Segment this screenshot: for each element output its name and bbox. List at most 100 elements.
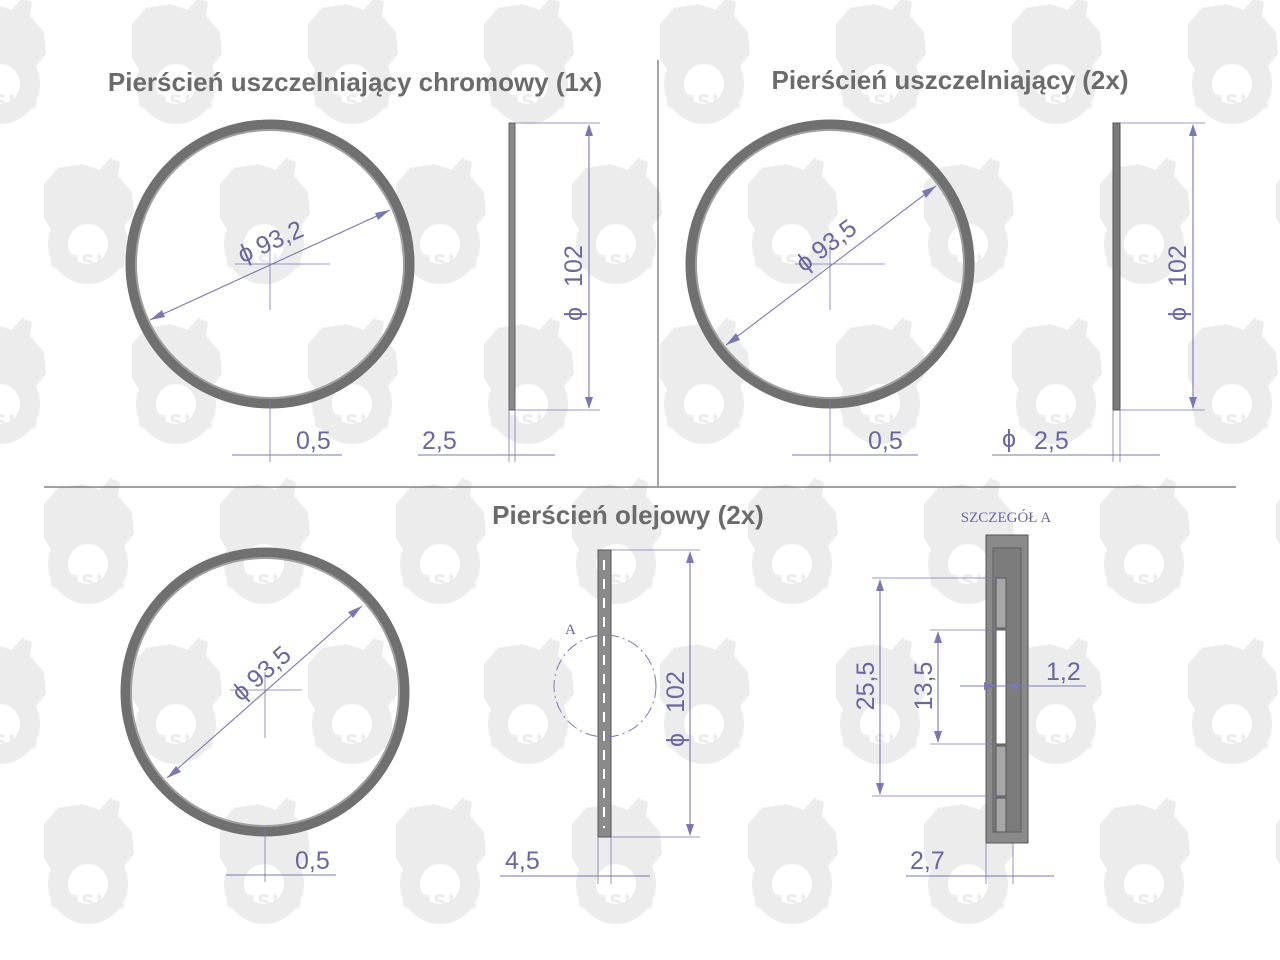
- ursus-watermark-logo: URSUS: [220, 158, 310, 284]
- dimension-arrowhead: [1189, 124, 1197, 136]
- oil-ring-face-view: ϕ 93,5 0,5: [120, 547, 410, 882]
- detail-slot: [995, 797, 1007, 833]
- ursus-watermark-logo: URSUS: [660, 638, 750, 764]
- ursus-watermark-logo: URSUS: [1188, 318, 1278, 444]
- ursus-watermark-text: URSUS: [137, 411, 215, 433]
- ursus-watermark-text: URSUS: [1193, 91, 1271, 113]
- ursus-watermark-text: URSUS: [401, 891, 479, 913]
- ursus-watermark-logo: URSUS: [220, 478, 310, 604]
- ursus-watermark-text: URSUS: [49, 571, 127, 593]
- ursus-watermark-text: URSUS: [841, 411, 919, 433]
- dimension-arrowhead: [375, 210, 390, 220]
- detail-a-callout-circle: [553, 634, 657, 738]
- ursus-watermark-logo: URSUS: [748, 158, 838, 284]
- ursus-watermark-text: URSUS: [1105, 891, 1183, 913]
- dimension-arrowhead: [167, 766, 181, 778]
- dimension-arrowhead: [348, 606, 362, 618]
- ursus-watermark-text: URSUS: [137, 91, 215, 113]
- detail-pitch-label: 25,5: [852, 662, 880, 711]
- ursus-watermark-text: URSUS: [0, 411, 39, 433]
- ursus-watermark-logo: URSUS: [1100, 158, 1190, 284]
- ursus-watermark-text: URSUS: [929, 891, 1007, 913]
- ursus-watermark-logo: URSUS: [132, 638, 222, 764]
- oil-ring-side-view: A 102 ϕ 4,5: [500, 549, 700, 884]
- ursus-watermark-logo: URSUS: [308, 638, 398, 764]
- dimension-arrowhead: [876, 783, 884, 795]
- diameter-symbol: ϕ: [1002, 425, 1016, 453]
- ursus-watermark-text: URSUS: [401, 251, 479, 273]
- detail-width-label: 2,7: [910, 847, 945, 875]
- seal-ring-side-view: 102 ϕ ϕ 2,5: [992, 122, 1205, 462]
- dimension-arrowhead: [984, 682, 996, 690]
- ursus-watermark-text: URSUS: [1017, 91, 1095, 113]
- dimension-arrowhead: [1189, 397, 1197, 409]
- oil-ring-width-label: 4,5: [505, 847, 540, 875]
- ursus-watermark-logo: URSUS: [1188, 0, 1278, 124]
- detail-slot-length-label: 13,5: [910, 662, 938, 711]
- dimension-arrowhead: [726, 333, 740, 345]
- ursus-watermark-text: URSUS: [1017, 411, 1095, 433]
- ursus-watermark-logo: URSUS: [44, 478, 134, 604]
- ursus-watermark-logo: URSUS: [660, 0, 750, 124]
- ursus-watermark-text: URSUS: [489, 411, 567, 433]
- ursus-watermark-logo: URSUS: [396, 158, 486, 284]
- chrome-ring-inner-edge: [135, 129, 405, 399]
- ursus-watermark-text: URSUS: [313, 411, 391, 433]
- ursus-watermark-logo: URSUS: [484, 638, 574, 764]
- ursus-watermark-logo: URSUS: [0, 0, 46, 124]
- ursus-watermark-text: URSUS: [225, 891, 303, 913]
- ursus-watermark-text: URSUS: [0, 91, 39, 113]
- ursus-watermark-text: URSUS: [1105, 571, 1183, 593]
- seal-ring-inner-edge: [695, 129, 965, 399]
- diameter-symbol: ϕ: [662, 733, 690, 747]
- seal-ring-title: Pierścień uszczelniający (2x): [772, 65, 1129, 95]
- inner-diameter-dimension-line: [166, 605, 363, 779]
- ursus-watermark-logo: URSUS: [1012, 318, 1102, 444]
- dimension-arrowhead: [686, 551, 694, 563]
- detail-slot-width-label: 1,2: [1046, 658, 1081, 686]
- oil-ring-gap-label: 0,5: [295, 847, 330, 875]
- ursus-watermark-text: URSUS: [1105, 251, 1183, 273]
- detail-a-marker: A: [565, 622, 576, 638]
- detail-a-view: 25,5 13,5 1,2 2,7: [852, 534, 1086, 884]
- ursus-watermark-logo: URSUS: [44, 158, 134, 284]
- ursus-watermark-text: URSUS: [577, 251, 655, 273]
- ursus-watermark-logo: URSUS: [748, 798, 838, 924]
- ursus-watermark-text: URSUS: [753, 571, 831, 593]
- dimension-arrowhead: [922, 186, 936, 198]
- dimension-arrowhead: [934, 731, 942, 743]
- detail-a-title: SZCZEGÓŁ A: [961, 509, 1052, 526]
- ursus-watermark-logo: URSUS: [132, 0, 222, 124]
- detail-slot: [995, 577, 1007, 629]
- ursus-watermark-logo: URSUS: [836, 318, 926, 444]
- ursus-watermark-logo: URSUS: [308, 0, 398, 124]
- ursus-watermark-logo: URSUS: [1100, 478, 1190, 604]
- detail-slot: [995, 745, 1007, 797]
- ursus-watermark-text: URSUS: [49, 251, 127, 273]
- chrome-ring-width-label: 2,5: [422, 427, 457, 455]
- ursus-watermark-text: URSUS: [489, 731, 567, 753]
- chrome-ring-title: Pierścień uszczelniający chromowy (1x): [108, 67, 602, 97]
- ursus-watermark-logo: URSUS: [660, 318, 750, 444]
- ursus-watermark-logo: URSUS: [1100, 798, 1190, 924]
- ursus-watermark-text: URSUS: [753, 251, 831, 273]
- ursus-watermark-logo: URSUS: [132, 318, 222, 444]
- chrome-ring-profile: [508, 122, 516, 411]
- ursus-watermark-text: URSUS: [665, 731, 743, 753]
- ursus-watermark-text: URSUS: [137, 731, 215, 753]
- ursus-watermark-logo: URSUS: [396, 798, 486, 924]
- seal-ring-face-view: ϕ 93,5 0,5: [685, 119, 975, 462]
- inner-diameter-dimension-line: [149, 209, 391, 321]
- seal-ring-inner-diameter-label: 93,5: [806, 214, 862, 266]
- ursus-watermark-text: URSUS: [1017, 731, 1095, 753]
- ursus-watermark-text: URSUS: [841, 91, 919, 113]
- seal-ring-profile: [1112, 122, 1121, 411]
- ursus-watermark-text: URSUS: [313, 731, 391, 753]
- diameter-symbol: ϕ: [1164, 307, 1192, 321]
- ursus-watermark-text: URSUS: [577, 571, 655, 593]
- ursus-watermark-text: URSUS: [489, 91, 567, 113]
- dimension-arrowhead: [150, 310, 165, 320]
